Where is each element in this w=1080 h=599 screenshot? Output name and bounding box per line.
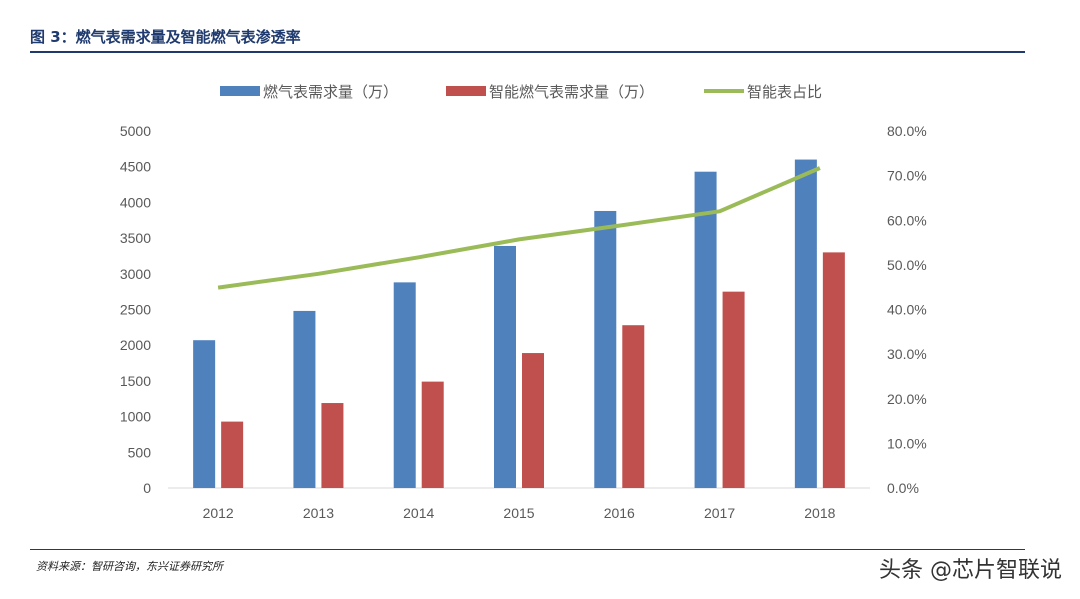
y-left-tick-label: 5000 xyxy=(120,123,151,139)
y-right-tick-label: 80.0% xyxy=(887,123,927,139)
y-right-axis: 0.0% 10.0% 20.0% 30.0% 40.0% 50.0% 60.0% 70.0% 8… xyxy=(887,123,927,496)
legend-label-0: 燃气表需求量（万） xyxy=(263,83,398,101)
legend-label-2: 智能表占比 xyxy=(747,83,822,101)
x-tick-label: 2016 xyxy=(604,505,635,521)
bar-total-2013 xyxy=(293,310,316,488)
y-right-tick-label: 70.0% xyxy=(887,168,927,184)
bar-total-2012 xyxy=(193,340,216,488)
y-left-tick-label: 500 xyxy=(128,444,152,460)
y-right-tick-label: 30.0% xyxy=(887,346,927,362)
source-note: 资料来源：智研咨询，东兴证券研究所 xyxy=(36,560,223,573)
bar-total-2017 xyxy=(694,171,717,488)
x-tick-label: 2012 xyxy=(203,505,234,521)
x-tick-label: 2017 xyxy=(704,505,735,521)
y-left-tick-label: 4500 xyxy=(120,159,151,175)
bar-smart-2018 xyxy=(822,252,845,488)
y-left-tick-label: 2000 xyxy=(120,337,151,353)
watermark: 头条 @芯片智联说 xyxy=(879,558,1062,583)
title-rule xyxy=(30,51,1025,53)
x-tick-label: 2013 xyxy=(303,505,334,521)
line-smart-ratio xyxy=(217,166,821,290)
bar-total-2018 xyxy=(794,159,817,488)
y-right-tick-label: 50.0% xyxy=(887,257,927,273)
bar-total-2016 xyxy=(594,210,617,488)
legend-swatch-1 xyxy=(446,86,486,96)
y-left-tick-label: 4000 xyxy=(120,194,151,210)
legend: 燃气表需求量（万） 智能燃气表需求量（万） 智能表占比 xyxy=(220,83,822,101)
bar-smart-2016 xyxy=(622,325,645,488)
y-right-tick-label: 40.0% xyxy=(887,302,927,318)
bars xyxy=(193,159,845,488)
y-left-tick-label: 3000 xyxy=(120,266,151,282)
bar-smart-2012 xyxy=(221,421,244,488)
y-right-tick-label: 20.0% xyxy=(887,391,927,407)
y-left-tick-label: 2500 xyxy=(120,302,151,318)
bar-smart-2015 xyxy=(522,353,544,488)
x-tick-label: 2014 xyxy=(403,505,434,521)
bar-total-2015 xyxy=(494,245,516,488)
y-right-tick-label: 0.0% xyxy=(887,480,919,496)
y-left-tick-label: 0 xyxy=(143,480,151,496)
x-tick-label: 2015 xyxy=(503,505,534,521)
y-left-tick-label: 1500 xyxy=(120,373,151,389)
y-right-tick-label: 10.0% xyxy=(887,435,927,451)
x-tick-label: 2018 xyxy=(804,505,835,521)
legend-label-1: 智能燃气表需求量（万） xyxy=(489,83,654,101)
y-right-tick-label: 60.0% xyxy=(887,212,927,228)
bar-smart-2014 xyxy=(421,381,444,488)
bar-total-2014 xyxy=(393,282,416,488)
line-series xyxy=(217,166,821,290)
legend-swatch-0 xyxy=(220,86,260,96)
bar-smart-2017 xyxy=(722,291,745,488)
footer-rule xyxy=(30,549,1025,550)
x-axis: 2012 2013 2014 2015 2016 2017 2018 xyxy=(203,505,836,521)
y-left-axis: 0 500 1000 1500 2000 2500 3000 3500 4000 4500 5000 xyxy=(120,123,151,496)
y-left-tick-label: 1000 xyxy=(120,409,151,425)
bar-smart-2013 xyxy=(321,403,344,488)
y-left-tick-label: 3500 xyxy=(120,230,151,246)
figure-title: 图 3：燃气表需求量及智能燃气表渗透率 xyxy=(30,28,301,46)
